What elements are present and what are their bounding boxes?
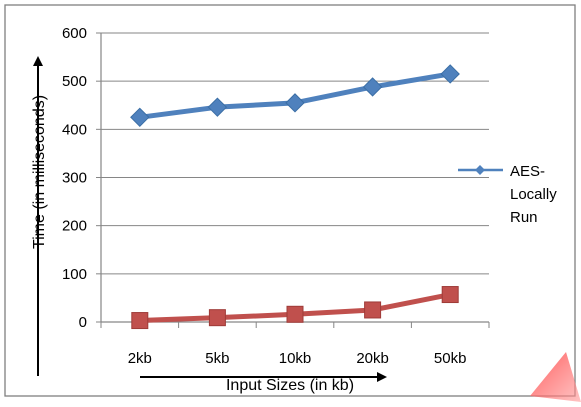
x-tick-label: 20kb: [356, 350, 389, 367]
x-tick-label: 10kb: [279, 350, 312, 367]
y-tick-label: 600: [62, 25, 87, 42]
data-point-square: [208, 309, 226, 327]
data-point-square: [131, 312, 149, 330]
legend-label: Locally: [510, 186, 557, 203]
x-tick-label: 2kb: [128, 350, 152, 367]
x-tick-label: 5kb: [205, 350, 229, 367]
legend-label: Run: [510, 209, 538, 226]
data-point-diamond: [440, 64, 460, 84]
y-tick-label: 0: [79, 314, 87, 331]
y-tick-label: 500: [62, 73, 87, 90]
y-tick-label: 400: [62, 121, 87, 138]
data-point-square: [441, 286, 459, 304]
data-point-diamond: [362, 77, 383, 97]
y-tick-labels: 0 100 200 300 400 500 600: [62, 25, 87, 331]
y-tick-label: 300: [62, 170, 87, 187]
gridlines: [96, 32, 489, 323]
data-point-diamond: [207, 97, 228, 117]
chart-frame: [4, 4, 576, 397]
data-point-square: [364, 301, 382, 319]
y-tick-label: 200: [62, 218, 87, 235]
y-tick-label: 100: [62, 266, 87, 283]
x-tick-labels: 2kb 5kb 10kb 20kb 50kb: [128, 350, 467, 367]
data-point-square: [286, 305, 304, 323]
x-axis-title: Input Sizes (in kb): [226, 377, 354, 394]
legend-label: AES-: [510, 163, 545, 180]
watermark-shape: [530, 352, 581, 402]
data-point-diamond: [285, 93, 305, 113]
data-point-diamond: [130, 107, 150, 127]
legend: AES- Locally Run: [458, 163, 557, 226]
y-axis-title: Time (in milliseconds): [31, 95, 48, 249]
x-tick-label: 50kb: [434, 350, 467, 367]
legend-marker-diamond: [475, 165, 485, 175]
series-layer: [130, 64, 460, 330]
